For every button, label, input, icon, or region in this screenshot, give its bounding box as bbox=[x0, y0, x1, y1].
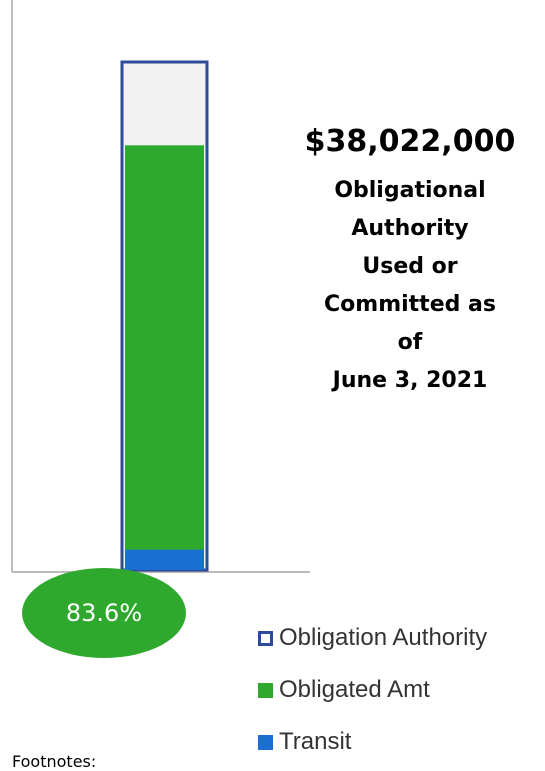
footnote: Footnotes: bbox=[12, 752, 97, 771]
headline-description: Obligational Authority Used or Committed… bbox=[324, 178, 496, 393]
green-square-icon bbox=[258, 682, 273, 698]
legend-label: Obligated Amt bbox=[279, 676, 430, 703]
outline-square-icon bbox=[258, 630, 273, 646]
legend-item-transit: Transit bbox=[258, 716, 487, 768]
legend-item-obligated-amt: Obligated Amt bbox=[258, 664, 487, 716]
headline: $38,022,000 Obligational Authority Used … bbox=[280, 112, 540, 400]
headline-amount: $38,022,000 bbox=[304, 124, 516, 159]
bar-obligated-amt bbox=[125, 145, 204, 570]
legend: Obligation Authority Obligated Amt Trans… bbox=[258, 612, 487, 768]
legend-item-obligation-authority: Obligation Authority bbox=[258, 612, 487, 664]
legend-label: Transit bbox=[279, 728, 352, 755]
legend-label: Obligation Authority bbox=[279, 624, 488, 651]
bar-transit bbox=[125, 549, 204, 570]
percent-badge: 83.6% bbox=[22, 568, 186, 658]
blue-square-icon bbox=[258, 734, 273, 750]
